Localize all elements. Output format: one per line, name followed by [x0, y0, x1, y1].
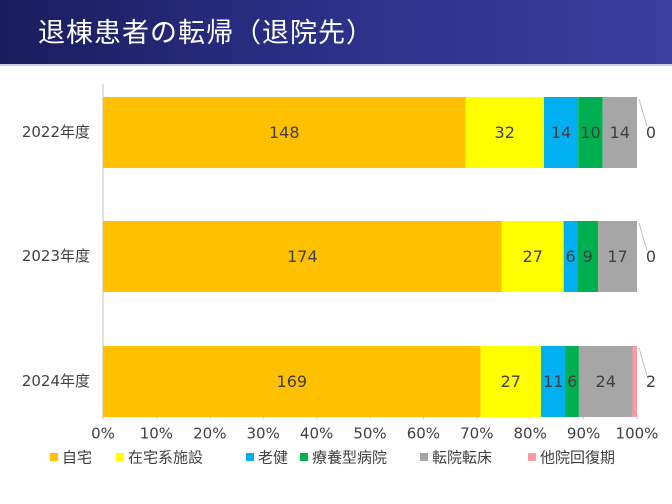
x-tick-label: 30% — [247, 425, 280, 443]
bar-segment — [543, 97, 579, 168]
data-label: 17 — [607, 247, 627, 266]
x-tick-label: 10% — [140, 425, 173, 443]
bar-segment — [563, 221, 578, 292]
bar-segment — [103, 221, 502, 292]
bar-segment — [540, 346, 566, 417]
data-label: 24 — [596, 372, 616, 391]
bar-segment — [578, 346, 633, 417]
data-label: 6 — [565, 247, 575, 266]
data-label: 27 — [523, 247, 543, 266]
legend-swatch — [116, 453, 124, 461]
data-label: 27 — [501, 372, 521, 391]
data-label: 174 — [287, 247, 318, 266]
data-label-leader — [638, 222, 648, 251]
y-category-label: 2024年度 — [22, 372, 90, 390]
legend-swatch — [50, 453, 58, 461]
bar-segment — [577, 221, 599, 292]
x-tick-label: 50% — [353, 425, 386, 443]
data-label: 148 — [269, 123, 300, 142]
legend-label: 療養型病院 — [312, 449, 387, 467]
data-label: 6 — [567, 372, 577, 391]
legend-label: 他院回復期 — [540, 449, 615, 467]
bar-segment — [501, 221, 564, 292]
data-label: 0 — [646, 123, 656, 142]
title-banner: 退棟患者の転帰（退院先） — [0, 0, 672, 66]
legend-label: 自宅 — [62, 449, 92, 467]
legend-swatch — [420, 453, 428, 461]
bar-segment — [565, 346, 579, 417]
legend-swatch — [528, 453, 536, 461]
bar-segment — [578, 97, 603, 168]
data-label: 32 — [495, 123, 515, 142]
data-label: 9 — [583, 247, 593, 266]
bar-segment — [598, 221, 637, 292]
data-label: 14 — [551, 123, 571, 142]
y-category-label: 2022年度 — [22, 123, 90, 141]
legend-label: 老健 — [258, 449, 288, 467]
data-label: 169 — [277, 372, 308, 391]
data-label: 10 — [580, 123, 600, 142]
x-tick-label: 80% — [514, 425, 547, 443]
x-tick-label: 100% — [616, 425, 659, 443]
bar-segment — [632, 346, 637, 417]
x-tick-label: 0% — [91, 425, 115, 443]
legend-label: 転院転床 — [432, 449, 492, 467]
x-tick-label: 90% — [567, 425, 600, 443]
data-label: 11 — [543, 372, 563, 391]
bar-segment — [103, 97, 466, 168]
data-label: 0 — [646, 247, 656, 266]
bar-segment — [480, 346, 541, 417]
legend-label: 在宅系施設 — [128, 449, 203, 467]
data-label: 2 — [646, 372, 656, 391]
page-title: 退棟患者の転帰（退院先） — [38, 18, 374, 49]
y-category-label: 2023年度 — [22, 247, 90, 265]
data-label-leader — [638, 347, 648, 376]
bar-segment — [465, 97, 544, 168]
x-tick-label: 70% — [460, 425, 493, 443]
bar-segment — [103, 346, 481, 417]
x-tick-label: 20% — [193, 425, 226, 443]
bar-segment — [602, 97, 637, 168]
data-label-leader — [638, 98, 648, 127]
x-tick-label: 40% — [300, 425, 333, 443]
data-label: 14 — [610, 123, 630, 142]
legend-swatch — [300, 453, 308, 461]
legend-swatch — [246, 453, 254, 461]
x-tick-label: 60% — [407, 425, 440, 443]
